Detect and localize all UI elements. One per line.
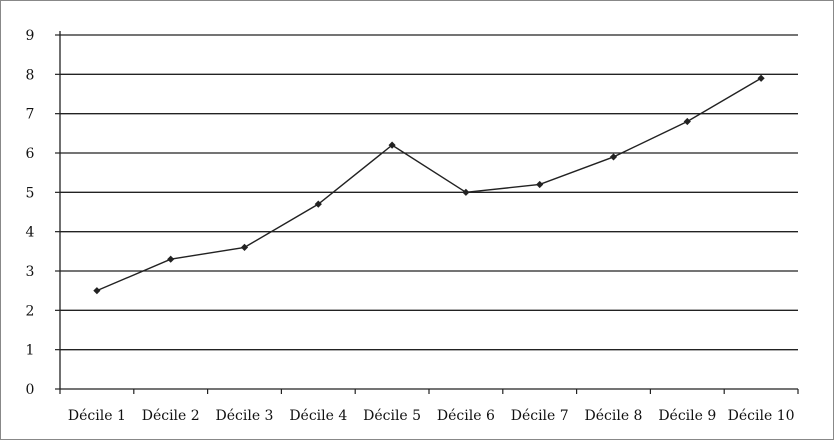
- x-tick-label: Décile 9: [658, 408, 716, 424]
- data-point: [757, 74, 765, 82]
- y-tick-label: 8: [26, 67, 35, 83]
- x-tick-label: Décile 8: [585, 408, 643, 424]
- y-tick-label: 9: [26, 28, 35, 44]
- x-tick-label: Décile 6: [437, 408, 495, 424]
- x-tick-label: Décile 1: [68, 408, 126, 424]
- data-point: [609, 153, 618, 161]
- data-point: [462, 188, 470, 196]
- series-line: [96, 77, 762, 292]
- y-tick-label: 5: [26, 185, 35, 201]
- x-tick-label: Décile 10: [728, 408, 795, 424]
- y-tick-label: 2: [26, 303, 35, 319]
- y-tick-label: 4: [26, 225, 35, 241]
- x-tick-label: Décile 2: [142, 408, 200, 424]
- y-tick-label: 0: [26, 382, 35, 398]
- x-tick-label: Décile 3: [216, 408, 274, 424]
- data-point: [388, 141, 396, 149]
- data-point: [683, 117, 691, 126]
- x-tick-label: Décile 5: [363, 408, 421, 424]
- data-point: [167, 255, 175, 263]
- y-tick-label: 6: [26, 146, 35, 162]
- x-tick-label: Décile 7: [511, 408, 569, 424]
- data-point: [536, 180, 544, 189]
- data-point: [93, 287, 101, 295]
- x-tick-label: Décile 4: [289, 408, 347, 424]
- y-tick-label: 3: [26, 264, 35, 280]
- y-tick-label: 1: [26, 343, 35, 359]
- data-point: [240, 243, 249, 251]
- data-point: [314, 200, 322, 208]
- y-tick-label: 7: [26, 107, 35, 123]
